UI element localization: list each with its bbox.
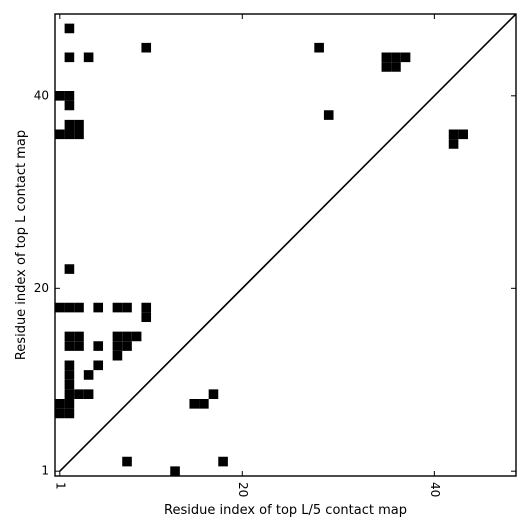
contact-cell <box>141 312 152 322</box>
x-tick-label: 20 <box>236 482 250 497</box>
contact-cell <box>83 370 94 380</box>
contact-cell <box>381 52 392 63</box>
contact-cell <box>314 42 324 53</box>
y-tick-label: 1 <box>41 464 49 478</box>
x-tick-label: 1 <box>53 482 67 490</box>
contact-cell <box>189 399 200 409</box>
contact-cell <box>64 360 75 371</box>
contact-cell <box>218 456 228 467</box>
contact-cell <box>112 341 123 351</box>
contact-cell <box>74 341 84 351</box>
contact-cell <box>208 389 219 399</box>
contact-cell <box>112 331 123 342</box>
contact-cell <box>74 331 84 342</box>
contact-cell <box>458 129 468 140</box>
contact-cell <box>112 302 123 313</box>
contact-cell <box>55 408 65 419</box>
contact-cell <box>74 389 84 399</box>
axis-ticks: 1 20 40 1 20 40 <box>34 14 516 497</box>
contact-cell <box>112 350 123 361</box>
contact-cell <box>64 331 75 342</box>
y-tick-label: 40 <box>34 88 49 102</box>
y-axis-label: Residue index of top L contact map <box>14 130 29 360</box>
contact-cell <box>64 302 75 313</box>
contact-cell <box>93 341 104 351</box>
contact-cell <box>55 399 65 409</box>
diagonal-line <box>59 13 517 472</box>
contact-cell <box>448 129 459 140</box>
contact-cell <box>74 302 84 313</box>
contact-cell <box>122 331 132 342</box>
contact-cell <box>122 341 132 351</box>
contact-cell <box>391 52 401 63</box>
contact-cell <box>74 129 84 140</box>
contact-cell <box>64 100 75 111</box>
contact-cell <box>64 23 75 34</box>
plot-cells <box>55 23 468 476</box>
contact-cell <box>141 302 152 313</box>
contact-cell <box>64 389 75 399</box>
contact-cell <box>448 139 459 149</box>
contact-cell <box>323 110 334 120</box>
contact-cell <box>55 302 65 313</box>
y-tick-label: 20 <box>34 281 49 295</box>
contact-cell <box>64 379 75 390</box>
contact-cell <box>83 389 94 399</box>
contact-cell <box>131 331 142 342</box>
contact-cell <box>170 466 180 476</box>
contact-cell <box>83 52 94 63</box>
contact-cell <box>391 62 401 72</box>
contact-cell <box>122 302 132 313</box>
contact-cell <box>93 302 104 313</box>
contact-cell <box>64 91 75 101</box>
contact-cell <box>64 341 75 351</box>
contact-cell <box>64 408 75 419</box>
plot-frame <box>54 13 517 477</box>
contact-cell <box>381 62 392 72</box>
contact-cell <box>64 370 75 380</box>
contact-cell <box>64 119 75 130</box>
contact-cell <box>141 42 152 53</box>
contact-cell <box>64 52 75 63</box>
contact-cell <box>199 399 209 409</box>
contact-cell <box>122 456 132 467</box>
contact-cell <box>64 399 75 409</box>
contact-cell <box>64 264 75 274</box>
contact-cell <box>400 52 411 63</box>
x-tick-label: 40 <box>428 482 442 497</box>
x-axis-label: Residue index of top L/5 contact map <box>164 503 407 518</box>
contact-cell <box>64 129 75 140</box>
contact-cell <box>74 119 84 130</box>
contact-cell <box>93 360 104 371</box>
contact-cell <box>55 129 65 140</box>
